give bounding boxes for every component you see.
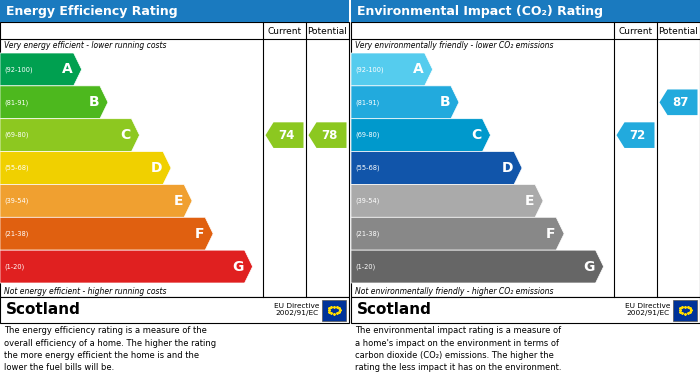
Text: G: G (232, 260, 244, 274)
Polygon shape (351, 86, 459, 119)
Polygon shape (0, 185, 192, 217)
Text: Scotland: Scotland (357, 303, 432, 317)
Text: The energy efficiency rating is a measure of the
overall efficiency of a home. T: The energy efficiency rating is a measur… (4, 326, 216, 373)
Text: (1-20): (1-20) (355, 263, 375, 270)
Text: Current: Current (618, 27, 652, 36)
Text: Current: Current (267, 27, 302, 36)
Polygon shape (351, 119, 491, 152)
Text: 72: 72 (629, 129, 645, 142)
Text: Very energy efficient - lower running costs: Very energy efficient - lower running co… (4, 41, 167, 50)
Polygon shape (351, 152, 522, 185)
Bar (0, 22, 349, 297)
Text: Not environmentally friendly - higher CO₂ emissions: Not environmentally friendly - higher CO… (355, 287, 554, 296)
Bar (673, 300, 697, 321)
Text: (55-68): (55-68) (355, 165, 379, 171)
Bar (0, 0, 349, 22)
Polygon shape (351, 185, 543, 217)
Text: 78: 78 (321, 129, 337, 142)
Polygon shape (309, 122, 346, 148)
Text: (92-100): (92-100) (4, 66, 33, 73)
Bar (0, 297, 349, 323)
Text: (39-54): (39-54) (4, 197, 29, 204)
Text: Environmental Impact (CO₂) Rating: Environmental Impact (CO₂) Rating (357, 5, 603, 18)
Bar (351, 297, 700, 323)
Text: Potential: Potential (659, 27, 699, 36)
Text: (39-54): (39-54) (355, 197, 379, 204)
Bar (351, 0, 700, 22)
Text: F: F (195, 227, 204, 241)
Text: (81-91): (81-91) (355, 99, 379, 106)
Text: A: A (413, 63, 424, 76)
Polygon shape (351, 53, 433, 86)
Text: Scotland: Scotland (6, 303, 81, 317)
Bar (351, 22, 700, 297)
Text: (69-80): (69-80) (4, 132, 29, 138)
Polygon shape (265, 122, 304, 148)
Text: C: C (120, 128, 130, 142)
Text: 74: 74 (279, 129, 295, 142)
Polygon shape (0, 217, 213, 250)
Text: D: D (150, 161, 162, 175)
Polygon shape (0, 250, 253, 283)
Text: Potential: Potential (307, 27, 347, 36)
Text: EU Directive
2002/91/EC: EU Directive 2002/91/EC (274, 303, 319, 316)
Polygon shape (0, 86, 108, 119)
Polygon shape (0, 53, 82, 86)
Polygon shape (0, 152, 171, 185)
Text: (69-80): (69-80) (355, 132, 379, 138)
Polygon shape (659, 90, 697, 115)
Polygon shape (351, 217, 564, 250)
Text: 87: 87 (672, 96, 689, 109)
Text: Energy Efficiency Rating: Energy Efficiency Rating (6, 5, 178, 18)
Text: B: B (440, 95, 450, 109)
Text: B: B (88, 95, 99, 109)
Text: G: G (583, 260, 594, 274)
Polygon shape (617, 122, 655, 148)
Text: E: E (524, 194, 534, 208)
Text: D: D (502, 161, 513, 175)
Text: F: F (545, 227, 555, 241)
Text: (81-91): (81-91) (4, 99, 28, 106)
Text: (21-38): (21-38) (355, 230, 379, 237)
Text: EU Directive
2002/91/EC: EU Directive 2002/91/EC (624, 303, 670, 316)
Text: (55-68): (55-68) (4, 165, 29, 171)
Text: A: A (62, 63, 73, 76)
Text: (92-100): (92-100) (355, 66, 384, 73)
Bar (322, 300, 346, 321)
Text: E: E (174, 194, 183, 208)
Text: C: C (471, 128, 482, 142)
Polygon shape (0, 119, 139, 152)
Polygon shape (351, 250, 603, 283)
Text: The environmental impact rating is a measure of
a home's impact on the environme: The environmental impact rating is a mea… (355, 326, 561, 373)
Text: (21-38): (21-38) (4, 230, 29, 237)
Text: (1-20): (1-20) (4, 263, 25, 270)
Text: Not energy efficient - higher running costs: Not energy efficient - higher running co… (4, 287, 167, 296)
Text: Very environmentally friendly - lower CO₂ emissions: Very environmentally friendly - lower CO… (355, 41, 554, 50)
